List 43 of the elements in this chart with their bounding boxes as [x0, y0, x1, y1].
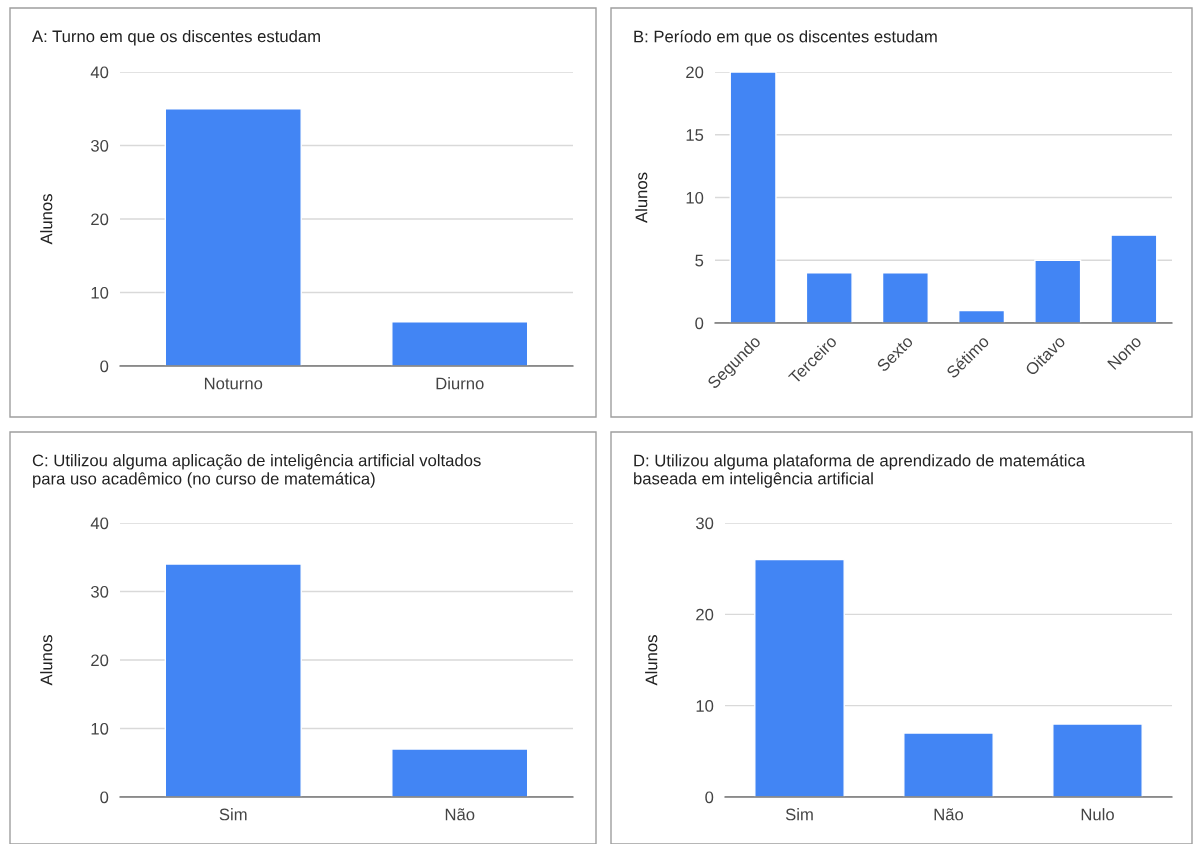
bar — [805, 272, 853, 323]
y-tick-label: 0 — [100, 791, 109, 804]
bar — [1052, 723, 1143, 797]
chart-title: D: Utilizou alguma plataforma de aprendizado de matemática baseada em inteligência artificial — [634, 454, 1086, 488]
y-tick-label: 5 — [695, 254, 704, 267]
x-tick-label: Diurno — [436, 377, 484, 390]
y-tick-label: 10 — [91, 286, 109, 299]
x-tick-label: Nulo — [1081, 808, 1114, 821]
y-tick-label: 10 — [696, 700, 714, 712]
x-tick-label: Noturno — [204, 377, 263, 390]
x-tick-label: Sim — [219, 808, 247, 821]
y-axis-title: Alunos — [635, 172, 648, 223]
bar — [1034, 259, 1082, 323]
bar — [881, 272, 929, 323]
y-tick-label: 15 — [686, 129, 704, 141]
y-tick-label: 0 — [100, 360, 109, 373]
bar — [729, 72, 777, 323]
y-tick-label: 40 — [90, 66, 109, 79]
y-tick-label: 20 — [696, 608, 714, 621]
chart-title: A: Turno em que os discentes estudam — [32, 30, 320, 46]
x-tick-label: Não — [445, 808, 475, 821]
x-tick-label: Não — [934, 808, 964, 821]
y-axis-title: Alunos — [40, 635, 53, 686]
y-tick-label: 30 — [90, 139, 109, 152]
y-axis-title: Alunos — [40, 194, 53, 245]
bar — [958, 309, 1006, 323]
y-tick-label: 0 — [705, 791, 714, 804]
x-tick-label: Sim — [785, 808, 813, 821]
y-tick-label: 20 — [91, 654, 109, 667]
bar — [754, 558, 845, 797]
y-tick-label: 20 — [686, 66, 704, 79]
y-axis-title: Alunos — [645, 635, 658, 686]
bar — [1110, 234, 1158, 323]
y-tick-label: 20 — [91, 213, 109, 226]
y-tick-label: 0 — [695, 317, 704, 330]
y-tick-label: 30 — [90, 585, 109, 598]
bar — [903, 732, 994, 797]
y-tick-label: 10 — [686, 191, 704, 204]
chart-title: B: Período em que os discentes estudam — [634, 30, 937, 46]
chart-title: C: Utilizou alguma aplicação de inteligência artificial voltados para uso acadêmico (no curso de matemática) — [32, 454, 481, 488]
y-tick-label: 10 — [91, 722, 109, 735]
y-tick-label: 40 — [90, 517, 109, 530]
y-tick-label: 30 — [695, 517, 714, 530]
